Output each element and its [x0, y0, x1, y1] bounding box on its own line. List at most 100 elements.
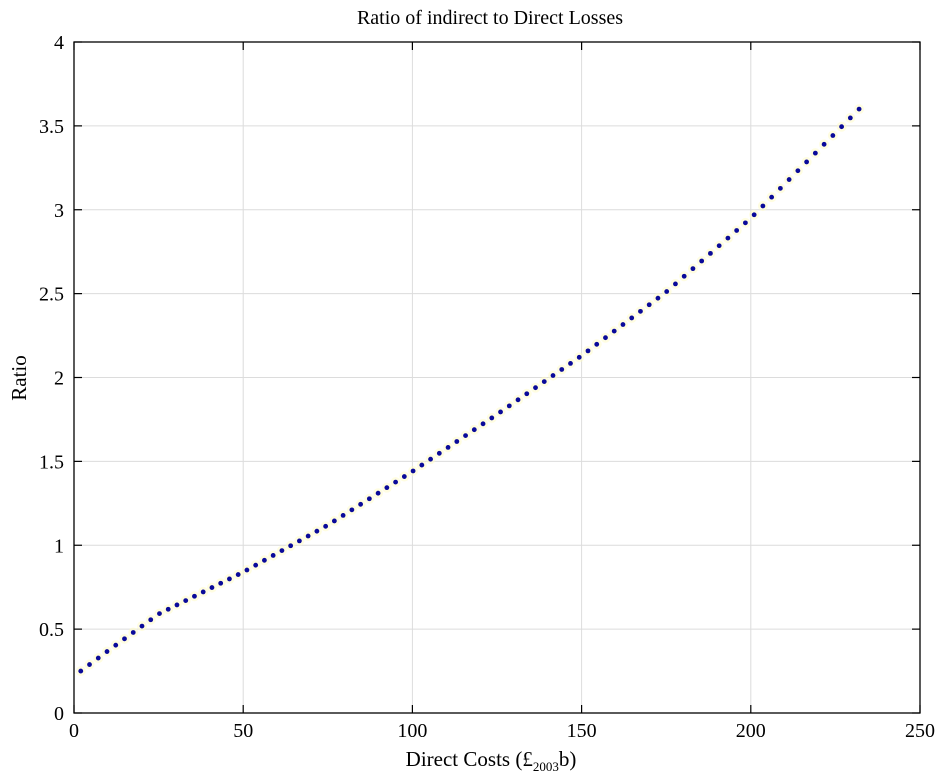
data-point: [708, 250, 713, 256]
data-point: [192, 593, 197, 599]
data-point: [664, 289, 670, 294]
chart-title: Ratio of indirect to Direct Losses: [357, 7, 623, 29]
data-point: [594, 341, 600, 347]
data-point: [804, 159, 810, 165]
x-tick-label: 50: [233, 720, 253, 742]
data-point: [690, 266, 696, 272]
y-tick-label: 2: [54, 368, 64, 390]
data-point: [157, 611, 162, 616]
data-point: [515, 397, 521, 403]
y-tick-label: 1.5: [39, 451, 64, 473]
data-point: [270, 553, 276, 558]
data-point: [821, 141, 827, 147]
axis-ticks: [73, 41, 921, 714]
data-point: [716, 243, 722, 249]
data-point: [183, 598, 189, 603]
x-tick-label: 100: [397, 720, 427, 742]
data-point: [410, 468, 416, 474]
data-point: [769, 194, 775, 200]
data-point: [751, 212, 757, 218]
data-point: [463, 433, 468, 439]
data-point: [323, 523, 329, 529]
data-point: [812, 150, 818, 156]
y-tick-label: 1: [54, 535, 64, 557]
data-point: [436, 450, 442, 456]
data-point: [559, 367, 565, 372]
x-axis-label-suffix: b): [559, 747, 577, 771]
data-point: [489, 415, 495, 421]
data-point: [506, 403, 512, 409]
data-point: [839, 124, 844, 130]
data-point: [725, 235, 731, 241]
data-point: [611, 328, 617, 334]
data-point: [122, 636, 127, 642]
data-point: [366, 496, 372, 502]
x-tick-label: 150: [567, 720, 597, 742]
data-point: [401, 474, 407, 479]
data-point: [550, 373, 556, 378]
data-point: [568, 360, 573, 366]
data-point: [262, 557, 267, 563]
data-point: [646, 302, 652, 308]
x-tick-label: 250: [905, 720, 935, 742]
data-point: [393, 479, 398, 485]
data-point: [340, 512, 346, 518]
data-point: [576, 354, 582, 360]
y-axis-label: Ratio: [7, 355, 31, 401]
data-point: [200, 589, 206, 595]
data-point: [78, 668, 84, 674]
data-point: [786, 177, 792, 182]
data-point: [165, 606, 171, 612]
y-tick-label: 4: [54, 32, 64, 54]
data-points: [75, 104, 865, 677]
x-tick-label: 200: [736, 720, 766, 742]
data-point: [174, 602, 180, 608]
data-point: [533, 385, 538, 391]
data-point: [629, 315, 635, 321]
y-tick-label: 3.5: [39, 116, 64, 138]
data-point: [480, 421, 486, 427]
data-point: [331, 518, 337, 524]
y-tick-label: 3: [54, 200, 64, 222]
data-point: [795, 168, 801, 174]
data-point: [471, 427, 477, 433]
data-point: [95, 655, 101, 661]
data-point: [856, 106, 862, 112]
data-point: [830, 133, 836, 138]
data-point: [113, 642, 119, 648]
data-point: [253, 562, 259, 568]
data-point: [148, 617, 154, 623]
data-point: [358, 501, 364, 507]
data-point: [139, 623, 145, 629]
data-point: [130, 630, 136, 635]
x-tick-label: 0: [69, 720, 79, 742]
grid-lines: [74, 42, 920, 713]
data-point: [620, 322, 626, 327]
data-point: [673, 281, 678, 287]
data-point: [847, 115, 853, 121]
data-point: [524, 391, 530, 397]
data-point: [445, 444, 451, 450]
data-point: [349, 507, 355, 513]
data-point: [699, 258, 705, 264]
data-point: [384, 485, 390, 491]
x-axis-label-subscript: 2003: [533, 759, 559, 774]
x-axis-label-prefix: Direct Costs (£: [406, 747, 533, 771]
data-point: [227, 576, 232, 582]
data-point: [777, 185, 783, 191]
data-point: [419, 462, 425, 468]
data-point: [244, 567, 250, 573]
data-point: [305, 533, 311, 539]
data-point: [498, 409, 503, 415]
data-point: [288, 543, 294, 549]
data-point: [541, 379, 547, 385]
data-point: [585, 348, 591, 354]
data-point: [104, 649, 110, 654]
data-point: [655, 295, 661, 301]
data-point: [603, 335, 608, 341]
data-point: [87, 662, 92, 667]
data-point: [681, 273, 687, 279]
data-point: [638, 308, 643, 314]
data-point: [428, 456, 433, 462]
